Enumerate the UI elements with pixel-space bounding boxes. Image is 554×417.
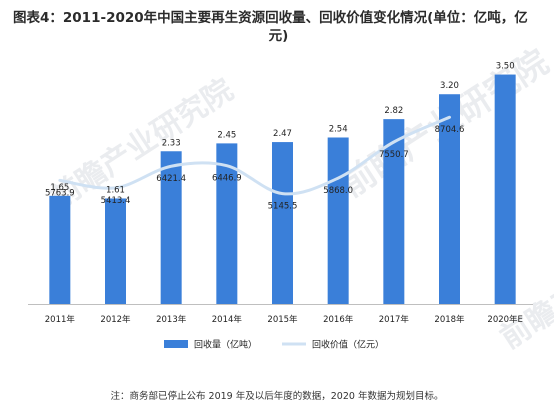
chart-title-line1: 图表4：2011-2020年中国主要再生资源回收量、回收价值变化情况(单位：亿吨…	[13, 10, 528, 26]
bar-value-label: 3.50	[496, 62, 515, 72]
x-tick-label: 2020年E	[487, 314, 523, 325]
x-tick-label: 2014年	[212, 314, 243, 325]
bar-value-label: 2.54	[329, 124, 348, 134]
x-tick-label: 2015年	[267, 314, 298, 325]
line-group	[58, 115, 451, 196]
x-tick-label: 2013年	[156, 314, 187, 325]
legend-label-line: 回收价值（亿元）	[312, 339, 384, 351]
x-tick-label: 2011年	[45, 314, 76, 325]
bar	[272, 142, 293, 304]
bar	[49, 195, 71, 304]
bar-value-label: 1.65	[50, 183, 69, 193]
bar	[216, 143, 238, 304]
bar	[439, 94, 460, 304]
labels-group: 1.65 1.61 2.33 2.45 2.47 2.54 2.82 3.20 3.50 5763…	[45, 62, 515, 212]
chart-title-line2: 元)	[268, 28, 289, 44]
bar	[327, 137, 349, 304]
line-value-label: 8704.6	[435, 125, 465, 135]
line-value-label: 5868.0	[323, 186, 353, 196]
line-value-label: 7550.7	[379, 150, 409, 160]
chart-title: 图表4：2011-2020年中国主要再生资源回收量、回收价值变化情况(单位：亿吨…	[13, 9, 544, 45]
x-tick-label: 2018年	[434, 314, 465, 325]
legend-label-bar: 回收量（亿吨）	[194, 339, 257, 351]
x-tick-labels: 2011年 2012年 2013年 2014年 2015年 2016年 2017年 2018年…	[45, 314, 523, 325]
line-value-label: 6446.9	[212, 174, 242, 184]
bar	[383, 119, 405, 304]
bar	[494, 74, 516, 304]
bars-group	[49, 74, 516, 304]
line-value-label: 5145.5	[268, 202, 298, 212]
x-tick-label: 2012年	[100, 314, 131, 325]
legend: 回收量（亿吨） 回收价值（亿元）	[164, 339, 384, 351]
line-value-label: 5413.4	[101, 196, 131, 206]
value-line	[58, 115, 451, 196]
line-value-label: 6421.4	[156, 174, 186, 184]
bar-value-label: 2.47	[273, 129, 292, 139]
line-value-label: 5763.9	[45, 188, 75, 198]
bar	[105, 198, 126, 304]
bar-value-label: 2.82	[384, 106, 403, 116]
bar-value-label: 1.61	[106, 185, 125, 195]
x-tick-label: 2016年	[323, 314, 354, 325]
legend-swatch-bar	[164, 340, 188, 348]
bar-value-label: 2.33	[162, 138, 181, 148]
bar-value-label: 3.20	[440, 81, 459, 91]
x-tick-label: 2017年	[379, 314, 410, 325]
bar-value-label: 2.45	[217, 130, 236, 140]
footnote: 注：商务部已停止公布 2019 年及以后年度的数据，2020 年数据为规划目标。	[110, 391, 444, 402]
bar	[160, 151, 182, 304]
